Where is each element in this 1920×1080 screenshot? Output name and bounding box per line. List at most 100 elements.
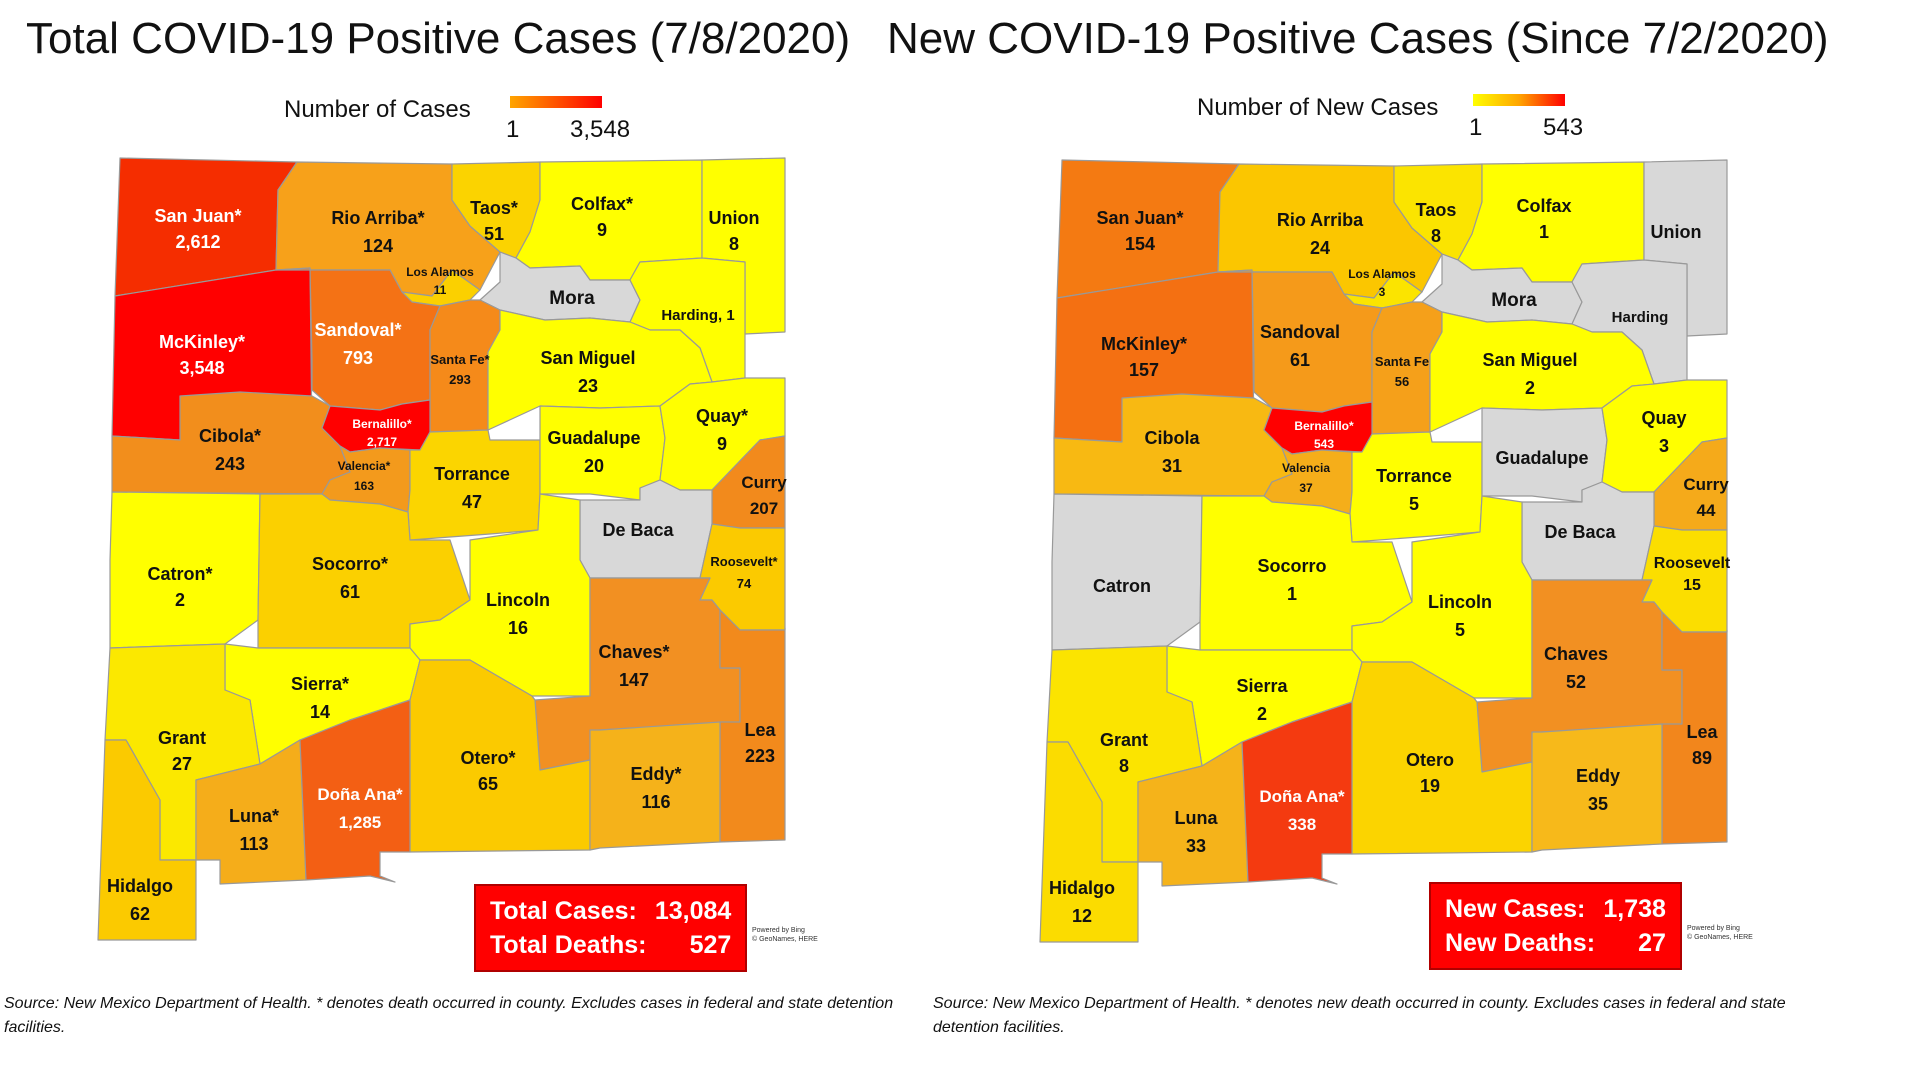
- value-otero: 65: [478, 774, 498, 794]
- legend-min: 1: [1469, 114, 1483, 141]
- value-cibola: 243: [215, 454, 245, 474]
- label-harding: Harding, 1: [661, 307, 734, 324]
- source-note: Source: New Mexico Department of Health.…: [933, 995, 1786, 1036]
- total-deaths-label: Total Deaths:: [490, 931, 647, 959]
- value-donaana: 1,285: [339, 813, 382, 832]
- county-eddy: [589, 721, 721, 851]
- value-eddy: 35: [1588, 794, 1608, 814]
- value-guadalupe: 20: [584, 456, 604, 476]
- value-colfax: 9: [597, 220, 607, 240]
- new-totals-box: New Cases: 1,738 New Deaths: 27: [1429, 882, 1682, 970]
- value-lea: 223: [745, 746, 775, 766]
- label-roosevelt: Roosevelt: [1654, 555, 1731, 572]
- legend-max: 3,548: [570, 116, 631, 143]
- legend-color-bar: [510, 96, 602, 108]
- value-sandoval: 793: [343, 348, 373, 368]
- county-donaana: [299, 699, 411, 883]
- label-union: Union: [1651, 222, 1702, 242]
- label-cibola: Cibola*: [199, 426, 261, 446]
- label-chaves: Chaves*: [598, 642, 669, 662]
- value-mckinley: 157: [1129, 360, 1159, 380]
- value-rioarriba: 124: [363, 236, 393, 256]
- value-luna: 113: [239, 834, 268, 854]
- label-curry: Curry: [741, 473, 787, 492]
- county-torrance: [407, 429, 541, 541]
- new-cases-label: New Cases:: [1445, 895, 1586, 923]
- label-eddy: Eddy*: [630, 764, 681, 784]
- label-taos: Taos*: [470, 198, 518, 218]
- value-sanmiguel: 23: [578, 376, 598, 396]
- label-otero: Otero*: [460, 748, 515, 768]
- county-map: San Juan* 2,612 Rio Arriba* 124 Taos* 51…: [97, 157, 787, 941]
- value-lincoln: 5: [1455, 620, 1465, 640]
- label-roosevelt: Roosevelt*: [710, 554, 778, 569]
- new-deaths-label: New Deaths:: [1445, 929, 1596, 957]
- label-eddy: Eddy: [1576, 766, 1620, 786]
- value-quay: 3: [1659, 436, 1669, 456]
- label-sandoval: Sandoval*: [314, 320, 401, 340]
- label-torrance: Torrance: [1376, 466, 1452, 486]
- value-donaana: 338: [1288, 815, 1316, 834]
- label-debaca: De Baca: [602, 520, 674, 540]
- county-map: San Juan* 154 Rio Arriba 24 Taos 8 Colfa…: [1039, 159, 1731, 943]
- value-santafe: 293: [449, 372, 471, 387]
- value-roosevelt: 74: [737, 576, 752, 591]
- county-hidalgo: [97, 739, 197, 941]
- label-sierra: Sierra*: [291, 674, 349, 694]
- label-valencia: Valencia: [1282, 461, 1330, 475]
- value-curry: 207: [750, 499, 778, 518]
- label-otero: Otero: [1406, 750, 1454, 770]
- value-valencia: 37: [1299, 481, 1313, 495]
- value-roosevelt: 15: [1683, 577, 1701, 594]
- value-cibola: 31: [1162, 456, 1182, 476]
- value-hidalgo: 12: [1072, 906, 1092, 926]
- label-bernalillo: Bernalillo*: [352, 417, 412, 431]
- label-colfax: Colfax: [1516, 196, 1571, 216]
- label-grant: Grant: [158, 728, 206, 748]
- county-luna: [1137, 741, 1249, 887]
- powered-line-1: Powered by Bing: [752, 927, 805, 934]
- label-quay: Quay*: [696, 406, 748, 426]
- label-hidalgo: Hidalgo: [1049, 878, 1115, 898]
- county-catron: [1051, 493, 1203, 651]
- county-torrance: [1349, 431, 1483, 543]
- label-donaana: Doña Ana*: [317, 785, 403, 804]
- value-sanjuan: 154: [1125, 234, 1155, 254]
- label-valencia: Valencia*: [338, 459, 391, 473]
- label-taos: Taos: [1416, 200, 1457, 220]
- label-lea: Lea: [1686, 722, 1718, 742]
- value-union: 8: [729, 234, 739, 254]
- map-title: Total COVID-19 Positive Cases (7/8/2020): [26, 14, 851, 63]
- value-torrance: 47: [462, 492, 482, 512]
- value-sierra: 14: [310, 702, 330, 722]
- label-harding: Harding: [1612, 309, 1669, 326]
- powered-line-1: Powered by Bing: [1687, 925, 1740, 932]
- label-sierra: Sierra: [1236, 676, 1288, 696]
- value-grant: 27: [172, 754, 192, 774]
- value-losalamos: 11: [434, 283, 447, 297]
- value-sanmiguel: 2: [1525, 378, 1535, 398]
- value-curry: 44: [1697, 501, 1716, 520]
- label-quay: Quay: [1641, 408, 1686, 428]
- label-mora: Mora: [1491, 290, 1537, 311]
- powered-line-2: © GeoNames, HERE: [1687, 934, 1753, 941]
- value-rioarriba: 24: [1310, 238, 1330, 258]
- label-lincoln: Lincoln: [486, 590, 550, 610]
- label-bernalillo: Bernalillo*: [1294, 419, 1354, 433]
- legend-label: Number of New Cases: [1197, 94, 1439, 121]
- value-losalamos: 3: [1379, 285, 1386, 299]
- label-sanmiguel: San Miguel: [1482, 350, 1577, 370]
- value-quay: 9: [717, 434, 727, 454]
- value-lincoln: 16: [508, 618, 528, 638]
- label-curry: Curry: [1683, 475, 1729, 494]
- value-chaves: 52: [1566, 672, 1586, 692]
- label-mora: Mora: [549, 288, 595, 309]
- new-cases-panel: New COVID-19 Positive Cases (Since 7/2/2…: [887, 0, 1895, 1080]
- powered-line-2: © GeoNames, HERE: [752, 936, 818, 943]
- label-cibola: Cibola: [1144, 428, 1200, 448]
- value-hidalgo: 62: [130, 904, 150, 924]
- label-sandoval: Sandoval: [1260, 322, 1340, 342]
- label-luna: Luna: [1175, 808, 1219, 828]
- value-eddy: 116: [641, 792, 670, 812]
- value-luna: 33: [1186, 836, 1206, 856]
